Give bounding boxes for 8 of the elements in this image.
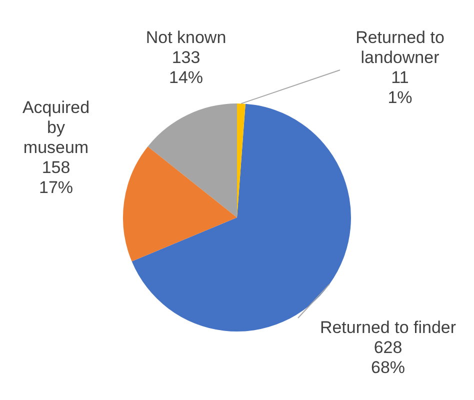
slice-label: Acquired by museum	[22, 98, 90, 158]
slice-label: Not known	[146, 28, 226, 48]
slice-label: Returned to finder	[320, 318, 456, 338]
data-label: 628 68%	[370, 338, 406, 378]
data-label: 158 17%	[38, 158, 74, 198]
slice-label: Returned to landowner	[356, 28, 444, 68]
data-label: 11 1%	[388, 68, 412, 108]
data-label: 133 14%	[168, 48, 204, 88]
